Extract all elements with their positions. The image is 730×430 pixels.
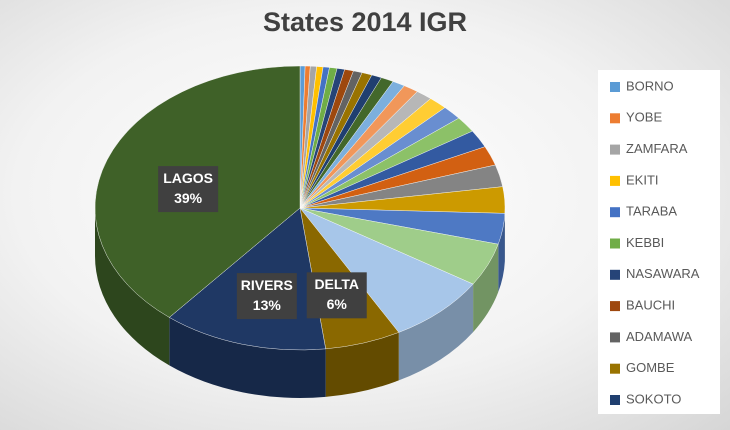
slice-side	[498, 213, 505, 293]
data-label-name: RIVERS	[241, 277, 293, 293]
data-label-value: 39%	[174, 190, 203, 206]
legend-swatch	[610, 238, 620, 249]
legend-swatch	[610, 207, 620, 218]
pie-sides	[95, 208, 505, 398]
legend-swatch	[610, 175, 620, 186]
slice-side	[169, 317, 326, 398]
legend-label: EKITI	[626, 172, 659, 187]
legend-label: GOMBE	[626, 360, 675, 375]
slice-side	[95, 208, 170, 366]
data-label-box	[158, 166, 219, 213]
data-label-box	[306, 272, 367, 319]
legend-label: KEBBI	[626, 235, 664, 250]
legend-label: BORNO	[626, 78, 674, 93]
legend-label: BAUCHI	[626, 298, 675, 313]
data-label-name: DELTA	[314, 276, 359, 292]
legend-swatch	[610, 301, 620, 312]
pie-slice	[299, 207, 474, 333]
legend-swatch	[610, 113, 620, 124]
legend-label: ZAMFARA	[626, 141, 688, 156]
legend-label: NASAWARA	[626, 266, 700, 281]
data-label-value: 6%	[327, 296, 348, 312]
legend-label: YOBE	[626, 110, 662, 125]
chart-title: States 2014 IGR	[263, 7, 467, 37]
legend-swatch	[610, 332, 620, 343]
data-label-value: 13%	[253, 297, 282, 313]
slice-side	[325, 332, 399, 397]
data-label-name: LAGOS	[163, 170, 213, 186]
legend-label: TARABA	[626, 204, 677, 219]
legend-swatch	[610, 269, 620, 280]
legend-swatch	[610, 82, 620, 92]
slice-side	[473, 244, 499, 333]
legend-swatch	[610, 363, 620, 374]
legend-label: ADAMAWA	[626, 329, 693, 344]
legend-swatch	[610, 144, 620, 155]
slice-side	[398, 284, 474, 381]
data-label-box	[236, 273, 297, 320]
legend-label: SOKOTO	[626, 391, 681, 406]
legend-swatch	[610, 395, 620, 405]
